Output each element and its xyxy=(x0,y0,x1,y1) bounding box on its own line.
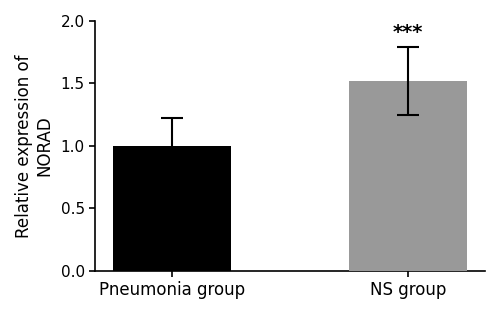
Bar xyxy=(113,146,231,271)
Y-axis label: Relative expression of
NORAD: Relative expression of NORAD xyxy=(15,54,54,238)
Bar xyxy=(349,81,468,271)
Text: ***: *** xyxy=(393,23,424,42)
